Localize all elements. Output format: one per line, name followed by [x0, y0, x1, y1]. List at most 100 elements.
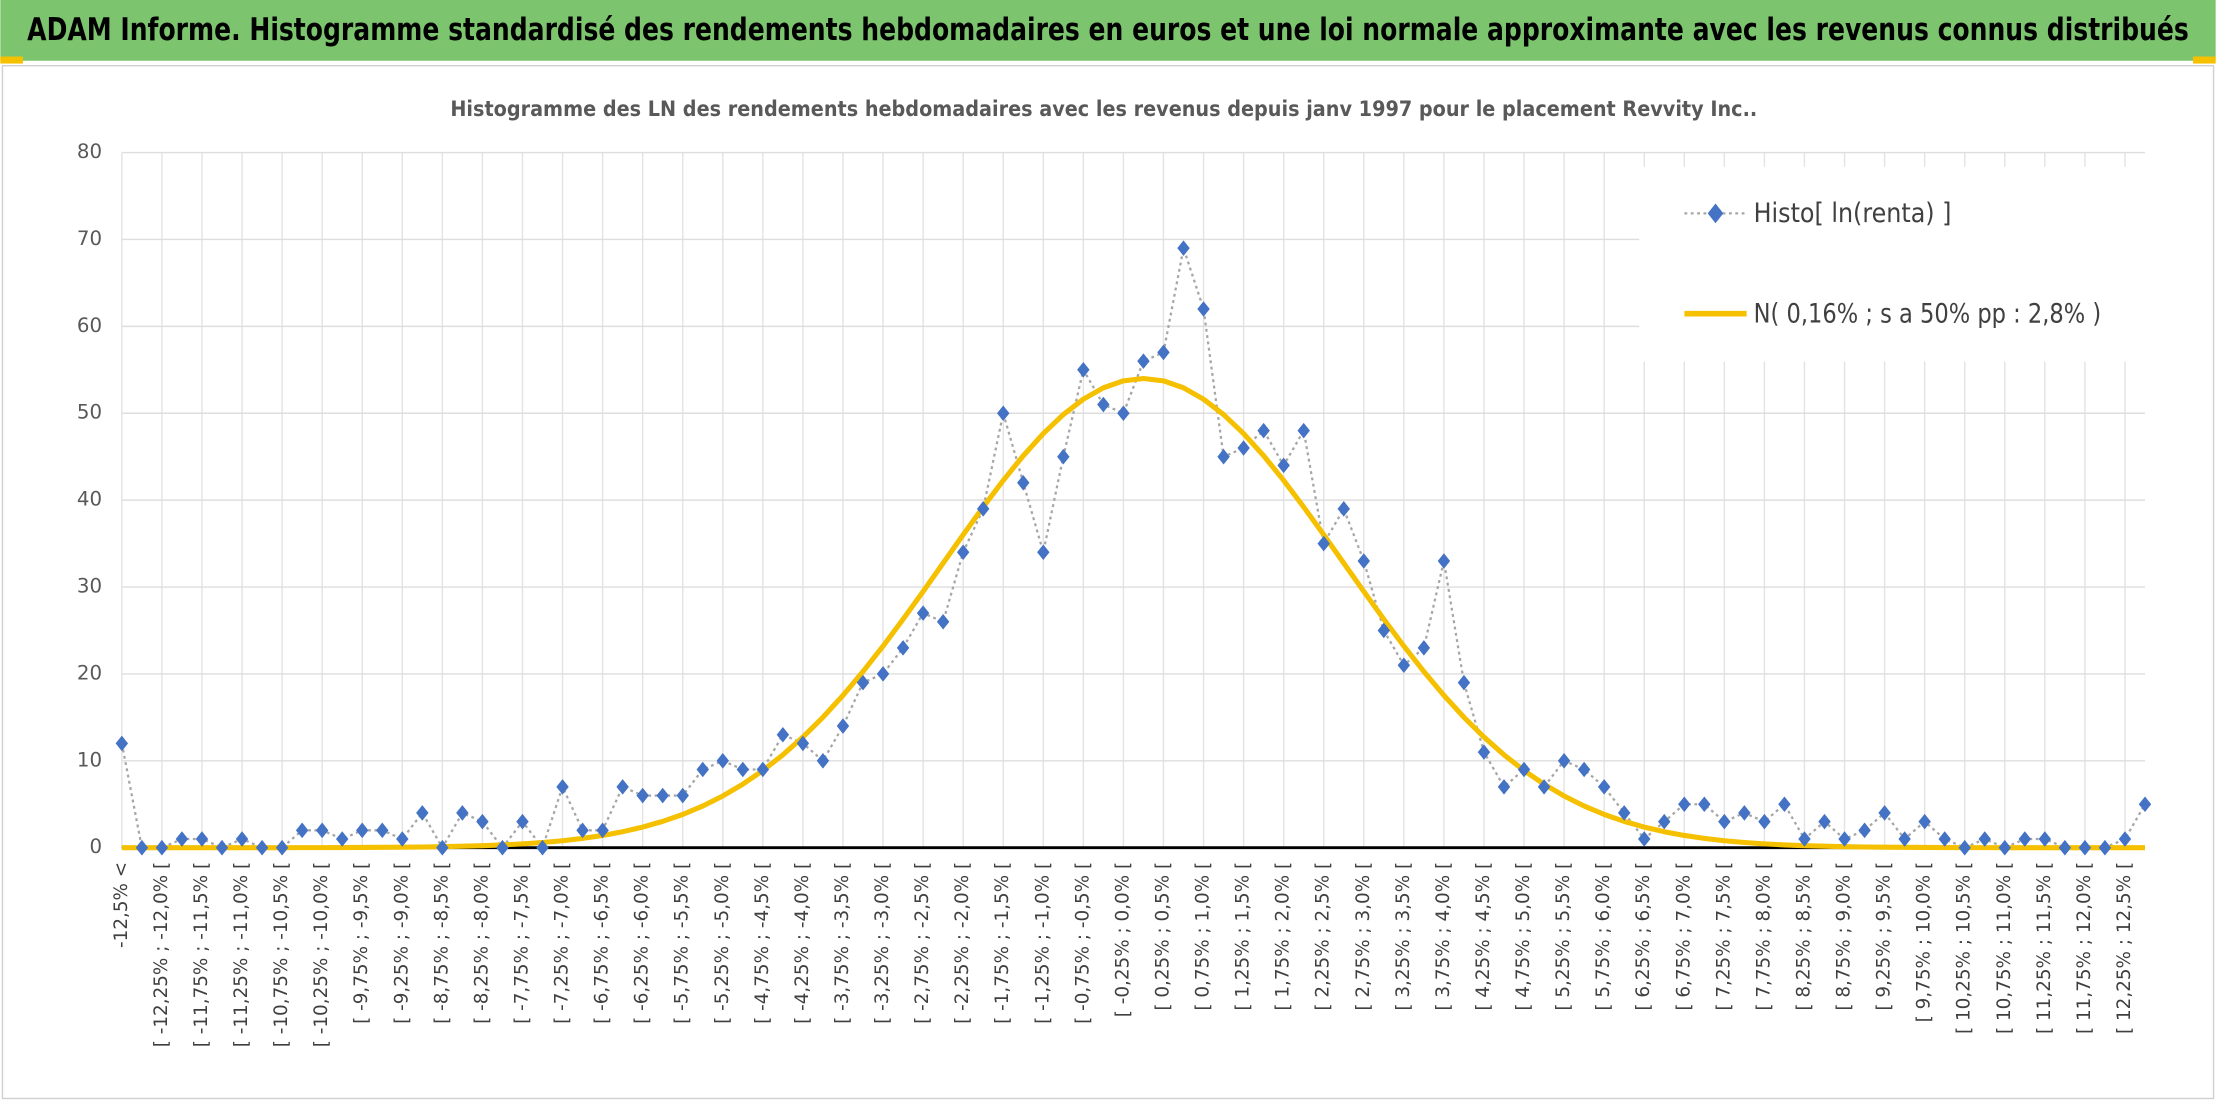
histogram-marker [2138, 796, 2152, 813]
x-tick-label: [ -0,75% ; -0,5% [ [1072, 862, 1093, 1024]
x-tick-label: [ -8,25% ; -8,0% [ [471, 862, 492, 1024]
header-title: ADAM Informe. Histogramme standardisé de… [27, 12, 2189, 48]
x-tick-label: [ 3,25% ; 3,5% [ [1393, 862, 1414, 1011]
y-tick-label: 30 [77, 575, 102, 598]
histogram-marker [616, 779, 629, 795]
histogram-marker [1778, 796, 1791, 813]
histogram-marker [1057, 448, 1070, 465]
histogram-marker [956, 544, 970, 561]
histogram-marker [1798, 831, 1811, 847]
x-tick-label: [ -4,75% ; -4,5% [ [752, 862, 773, 1024]
histogram-marker [1938, 831, 1951, 847]
x-tick-label: [ 3,75% ; 4,0% [ [1433, 862, 1454, 1011]
x-tick-label: [ 10,25% ; 10,5% [ [1954, 862, 1975, 1034]
histogram-marker [436, 839, 449, 856]
histogram-marker [155, 839, 169, 856]
legend: Histo[ ln(renta) ] N( 0,16% ; s a 50% pp … [1639, 166, 2205, 362]
x-tick-label: [ -5,75% ; -5,5% [ [672, 862, 693, 1024]
histogram-marker [396, 831, 409, 847]
x-tick-label: [ 9,25% ; 9,5% [ [1874, 862, 1895, 1011]
legend-marker [1707, 203, 1724, 224]
histogram-marker [1217, 448, 1230, 465]
histogram-marker [1738, 805, 1751, 821]
histogram-marker [255, 839, 269, 856]
histogram-marker [195, 831, 209, 847]
x-tick-label: [ 4,75% ; 5,0% [ [1513, 862, 1534, 1011]
x-tick-label: [ 0,75% ; 1,0% [ [1193, 862, 1214, 1011]
histogram-marker [215, 839, 229, 856]
histogram-marker [235, 831, 249, 847]
x-tick-label: [ 1,75% ; 2,0% [ [1273, 862, 1294, 1011]
x-tick-label: [ 8,25% ; 8,5% [ [1793, 862, 1814, 1011]
histogram-marker [416, 805, 429, 821]
histogram-marker [676, 787, 689, 804]
histogram-marker [1958, 839, 1971, 856]
histogram-marker [356, 822, 369, 839]
legend-label: Histo[ ln(renta) ] [1754, 198, 1952, 229]
y-tick-label: 70 [77, 227, 102, 250]
histogram-marker [876, 666, 890, 682]
x-tick-label: [ -9,25% ; -9,0% [ [391, 862, 412, 1024]
histogram-marker [1617, 805, 1631, 821]
histogram-marker [556, 779, 569, 795]
x-tick-label: [ -4,25% ; -4,0% [ [792, 862, 813, 1024]
header-bar [0, 0, 2216, 61]
histogram-marker [1477, 744, 1491, 760]
x-tick-label: [ 2,25% ; 2,5% [ [1313, 862, 1334, 1011]
x-tick-label: [ -0,25% ; 0,0% [ [1112, 862, 1133, 1017]
x-tick-label: [ 6,25% ; 6,5% [ [1633, 862, 1654, 1011]
x-tick-label: [ 10,75% ; 11,0% [ [1994, 862, 2015, 1034]
legend-box [1639, 166, 2205, 362]
histogram-marker [135, 839, 149, 856]
histogram-marker [1818, 813, 1831, 830]
histogram-marker [315, 822, 329, 839]
histogram-marker [456, 805, 469, 821]
x-tick-label: [ -5,25% ; -5,0% [ [712, 862, 733, 1024]
y-tick-label: 60 [77, 314, 102, 337]
histogram-marker [1597, 779, 1611, 795]
histogram-marker [976, 501, 990, 517]
x-tick-label: -12,5% < [111, 862, 132, 948]
x-tick-label: [ 9,75% ; 10,0% [ [1914, 862, 1935, 1023]
histogram-marker [1918, 813, 1931, 830]
histogram-marker [1978, 831, 1991, 847]
histogram-marker [295, 822, 309, 839]
x-tick-label: [ -11,75% ; -11,5% [ [191, 862, 212, 1047]
histogram-marker [576, 822, 589, 839]
histogram-marker [1437, 553, 1451, 569]
x-tick-label: [ 7,75% ; 8,0% [ [1753, 862, 1774, 1011]
histogram-marker [636, 787, 649, 804]
histogram-marker [2098, 839, 2112, 856]
histogram-marker [776, 726, 790, 743]
x-tick-label: [ -9,75% ; -9,5% [ [351, 862, 372, 1024]
histogram-marker [1237, 440, 1250, 456]
histogram-marker [335, 831, 349, 847]
x-tick-label: [ -11,25% ; -11,0% [ [231, 862, 252, 1047]
y-tick-label: 10 [77, 748, 102, 771]
histogram-marker [1998, 839, 2012, 856]
histogram-marker [1417, 640, 1431, 656]
x-tick-label: [ 5,25% ; 5,5% [ [1553, 862, 1574, 1011]
histogram-marker [1077, 362, 1090, 378]
histogram-marker [175, 831, 189, 847]
x-tick-label: [ 6,75% ; 7,0% [ [1673, 862, 1694, 1011]
x-tick-label: [ 1,25% ; 1,5% [ [1233, 862, 1254, 1011]
x-tick-label: [ -7,75% ; -7,5% [ [511, 862, 532, 1024]
histogram-marker [1037, 544, 1050, 561]
histogram-marker [1377, 622, 1391, 639]
x-tick-label: [ -10,75% ; -10,5% [ [271, 862, 292, 1047]
histogram-line [120, 243, 2146, 851]
histogram-marker [2118, 831, 2132, 847]
histogram-marker [1898, 831, 1911, 847]
histogram-marker [2018, 831, 2032, 847]
histogram-marker [1497, 779, 1511, 795]
x-tick-label: [ 11,75% ; 12,0% [ [2074, 862, 2095, 1034]
histogram-marker [716, 753, 730, 769]
histogram-marker [656, 787, 669, 804]
histogram-marker [536, 839, 549, 856]
x-tick-label: [ 5,75% ; 6,0% [ [1593, 862, 1614, 1011]
x-tick-label: [ 2,75% ; 3,0% [ [1353, 862, 1374, 1011]
histogram-marker [1878, 805, 1891, 821]
